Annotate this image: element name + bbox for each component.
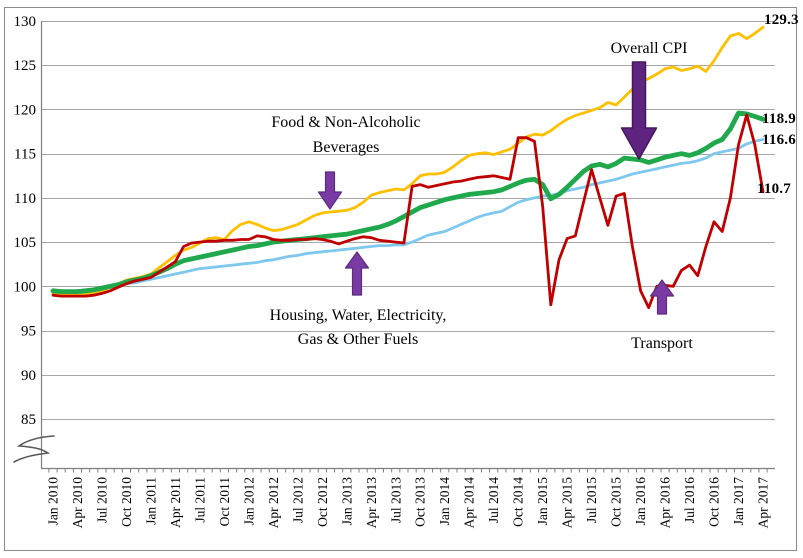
svg-text:105: 105: [14, 235, 37, 251]
svg-text:Apr 2012: Apr 2012: [266, 477, 281, 528]
axis-break-squiggle: [13, 435, 55, 463]
svg-text:Jan 2011: Jan 2011: [143, 477, 158, 525]
y-axis-labels: 85 90 95 100 105 110 115 120 125 130: [14, 14, 37, 428]
annotation-housing-fuels: Housing, Water, Electricity, Gas & Other…: [269, 307, 447, 348]
svg-text:Apr 2011: Apr 2011: [168, 477, 183, 528]
annotation-overall-cpi: Overall CPI: [610, 40, 688, 57]
annotation-food-beverages: Food & Non-Alcoholic Beverages: [271, 114, 421, 156]
svg-text:Jul 2010: Jul 2010: [94, 477, 109, 523]
svg-text:Jul 2012: Jul 2012: [290, 477, 305, 523]
series-lines: [50, 25, 766, 310]
x-axis-labels: Jan 2010 Apr 2010 Jul 2010 Oct 2010 Jan 2011…: [46, 477, 771, 529]
end-value-overall-cpi: 118.9: [762, 111, 796, 127]
svg-text:Jul 2014: Jul 2014: [486, 477, 501, 523]
svg-text:Apr 2010: Apr 2010: [70, 477, 85, 529]
series-line-transport: [51, 113, 765, 310]
svg-text:115: 115: [14, 147, 36, 163]
svg-text:Apr 2016: Apr 2016: [658, 477, 673, 529]
svg-text:Oct 2011: Oct 2011: [217, 477, 232, 526]
svg-text:95: 95: [21, 324, 36, 340]
svg-text:Apr 2015: Apr 2015: [560, 477, 575, 529]
svg-text:Jan 2016: Jan 2016: [633, 477, 648, 526]
svg-text:Apr 2014: Apr 2014: [462, 477, 477, 529]
svg-text:Jan 2010: Jan 2010: [46, 477, 61, 526]
svg-text:Oct 2010: Oct 2010: [119, 477, 134, 527]
svg-text:Oct 2014: Oct 2014: [511, 477, 526, 527]
annotation-transport: Transport: [631, 335, 693, 352]
svg-text:Oct 2016: Oct 2016: [707, 477, 722, 527]
svg-text:Jul 2011: Jul 2011: [192, 477, 207, 523]
svg-text:Oct 2013: Oct 2013: [413, 477, 428, 527]
end-value-housing: 116.6: [762, 132, 796, 148]
end-value-food: 129.3: [764, 12, 799, 28]
svg-text:Oct 2015: Oct 2015: [609, 477, 624, 527]
chart-border: [4, 7, 797, 551]
svg-text:Jan 2014: Jan 2014: [437, 477, 452, 526]
svg-text:Jan 2017: Jan 2017: [731, 477, 746, 526]
svg-text:120: 120: [14, 102, 37, 118]
svg-text:Oct 2012: Oct 2012: [315, 477, 330, 527]
svg-text:85: 85: [21, 412, 36, 428]
svg-text:Jul 2013: Jul 2013: [388, 477, 403, 523]
series-line-housing-water-electricity-gas-other-fuels: [51, 138, 765, 294]
svg-text:Jan 2013: Jan 2013: [339, 477, 354, 526]
svg-text:100: 100: [14, 279, 37, 295]
svg-text:Jan 2015: Jan 2015: [535, 477, 550, 526]
svg-text:125: 125: [14, 58, 37, 74]
svg-text:Apr 2013: Apr 2013: [364, 477, 379, 529]
svg-text:Apr 2017: Apr 2017: [755, 477, 770, 529]
svg-text:90: 90: [21, 368, 36, 384]
svg-text:130: 130: [14, 14, 37, 30]
svg-text:110: 110: [14, 191, 36, 207]
end-value-transport: 110.7: [757, 181, 791, 197]
svg-text:Jan 2012: Jan 2012: [241, 477, 256, 525]
svg-text:Jul 2015: Jul 2015: [584, 477, 599, 523]
svg-text:Jul 2016: Jul 2016: [682, 477, 697, 523]
x-axis-ticks: [48, 468, 768, 473]
